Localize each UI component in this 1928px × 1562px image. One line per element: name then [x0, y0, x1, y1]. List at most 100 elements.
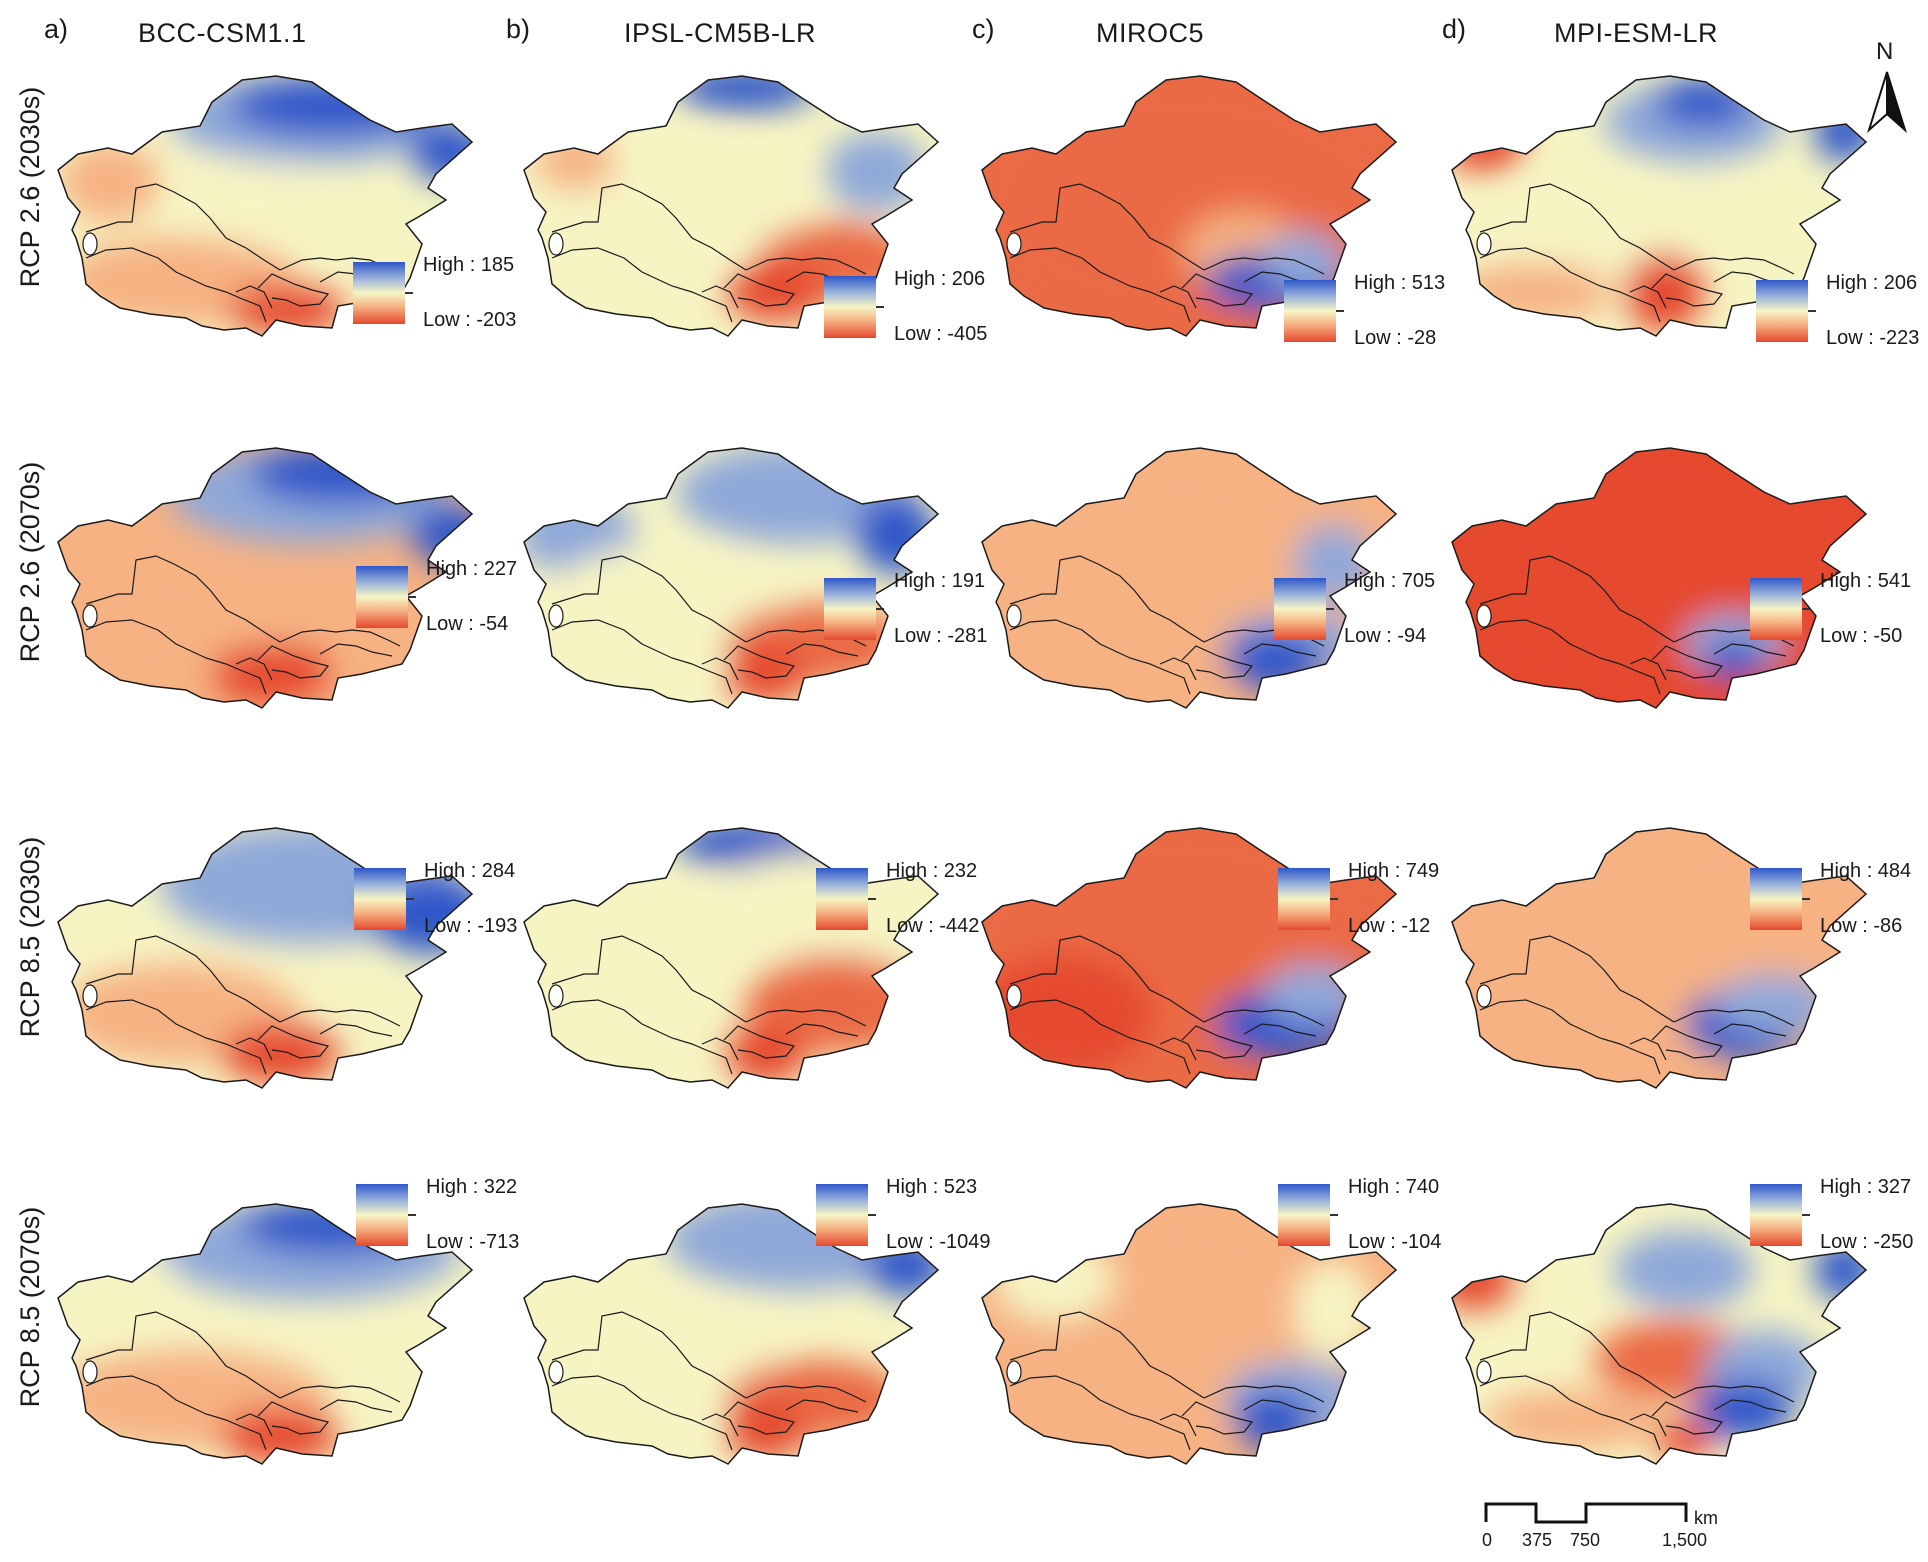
col-letter-d: d): [1442, 14, 1467, 44]
legend-color-ramp: [356, 566, 408, 628]
country-border: [785, 1023, 859, 1037]
country-border: [701, 657, 739, 681]
country-border: [785, 643, 859, 657]
aral-sea: [1006, 232, 1022, 256]
country-border: [1479, 247, 1661, 323]
country-border: [1009, 999, 1191, 1075]
legend-rcp85-2070s-miroc: High : 740 Low : -104: [1278, 1176, 1518, 1274]
scale-bar: km 0 375 750 1,500: [1482, 1500, 1752, 1560]
country-border: [551, 247, 733, 323]
aral-sea: [548, 604, 564, 628]
country-border: [235, 1037, 273, 1061]
country-border: [1181, 645, 1254, 679]
legend-rcp26-2070s-bcc: High : 227 Low : -54: [356, 558, 596, 656]
country-border: [1651, 1025, 1724, 1059]
legend-high-label: High : 740: [1348, 1176, 1440, 1198]
scale-tick-750: 750: [1570, 1530, 1601, 1550]
legend-rcp26-2030s-bcc: High : 185 Low : -203: [353, 254, 593, 352]
legend-rcp26-2030s-miroc: High : 513 Low : -28: [1284, 272, 1524, 370]
country-border: [1009, 555, 1205, 643]
map-value-region: [726, 644, 806, 704]
country-border: [1009, 247, 1191, 323]
country-border: [85, 1311, 281, 1399]
legend-low-label: Low : -12: [1348, 915, 1431, 937]
col-title-miroc: MIROC5: [1096, 18, 1205, 48]
legend-low-label: Low : -203: [423, 309, 517, 331]
legend-color-ramp: [1278, 868, 1330, 930]
country-border: [1713, 643, 1787, 657]
legend-color-ramp: [1750, 578, 1802, 640]
map-rcp85-2030s-mpi: [1451, 827, 1868, 1089]
map-value-region: [536, 132, 616, 192]
country-border: [1159, 1037, 1197, 1061]
map-value-region: [1484, 1390, 1664, 1450]
country-border: [1203, 257, 1325, 275]
map-value-region: [546, 1300, 786, 1420]
map-value-region: [58, 1240, 170, 1320]
legend-rcp85-2070s-mpi: High : 327 Low : -250: [1750, 1176, 1928, 1274]
aral-sea: [82, 604, 98, 628]
legend-low-label: Low : -442: [886, 915, 980, 937]
region-outline: [981, 827, 1398, 1089]
country-border: [1159, 1413, 1197, 1437]
country-border: [1009, 1311, 1205, 1399]
aral-sea: [82, 232, 98, 256]
country-border: [551, 1375, 733, 1451]
region-outline: [523, 827, 940, 1089]
country-border: [551, 619, 733, 695]
country-border: [1243, 643, 1317, 657]
region-outline: [523, 75, 940, 337]
legend-color-ramp: [1750, 868, 1802, 930]
aral-sea: [1006, 984, 1022, 1008]
country-border: [85, 183, 281, 271]
legend-low-label: Low : -104: [1348, 1231, 1442, 1253]
map-value-region: [726, 1024, 806, 1084]
country-border: [1243, 1399, 1317, 1413]
country-border: [745, 1385, 867, 1403]
map-value-region: [1264, 232, 1344, 292]
region-outline: [57, 827, 474, 1089]
legend-tick: [868, 1214, 876, 1216]
legend-tick: [1326, 608, 1334, 610]
map-rcp85-2070s-miroc: [981, 1203, 1398, 1465]
map-value-region: [410, 122, 472, 182]
map-rcp85-2030s-miroc: [981, 827, 1398, 1089]
country-border: [257, 273, 330, 307]
legend-tick: [1802, 1214, 1810, 1216]
country-border: [257, 1025, 330, 1059]
country-border: [551, 935, 747, 1023]
aral-sea: [548, 232, 564, 256]
region-outline: [523, 447, 940, 709]
country-border: [85, 999, 267, 1075]
country-border: [723, 1025, 796, 1059]
scale-bar-graphic: [1484, 1502, 1688, 1524]
country-border: [1651, 645, 1724, 679]
country-border: [1203, 1009, 1325, 1027]
map-value-region: [210, 644, 330, 704]
country-border: [85, 935, 281, 1023]
map-value-region: [726, 1400, 806, 1460]
country-border: [1479, 619, 1661, 695]
legend-rcp26-2070s-miroc: High : 705 Low : -94: [1274, 570, 1514, 668]
map-value-region: [1614, 1230, 1754, 1310]
legend-color-ramp: [1274, 578, 1326, 640]
col-letter-b: b): [506, 14, 531, 44]
legend-color-ramp: [353, 262, 405, 324]
aral-sea: [1476, 232, 1492, 256]
legend-tick: [876, 608, 884, 610]
country-border: [551, 555, 747, 643]
legend-rcp85-2070s-bcc: High : 322 Low : -713: [356, 1176, 596, 1274]
map-value-region: [230, 76, 430, 136]
map-value-region: [60, 142, 160, 222]
country-border: [1713, 1023, 1787, 1037]
col-letter-a: a): [44, 14, 69, 44]
legend-low-label: Low : -223: [1826, 327, 1920, 349]
legend-tick: [408, 1214, 416, 1216]
scale-tick-375: 375: [1522, 1530, 1553, 1550]
legend-color-ramp: [816, 1184, 868, 1246]
legend-high-label: High : 232: [886, 860, 978, 882]
region-outline: [523, 1203, 940, 1465]
legend-color-ramp: [1278, 1184, 1330, 1246]
legend-tick: [876, 306, 884, 308]
legend-high-label: High : 705: [1344, 570, 1436, 592]
